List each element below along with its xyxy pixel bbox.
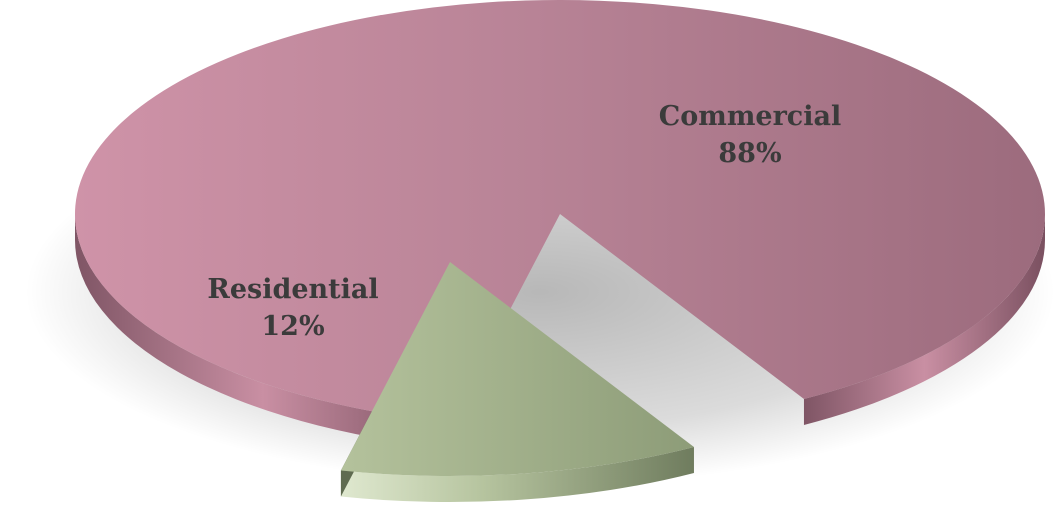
value-label-residential: 12% xyxy=(261,311,324,342)
label-commercial: Commercial xyxy=(659,101,842,132)
pie-labels: Commercial 88% Residential 12% xyxy=(207,101,841,342)
pie-slice-commercial xyxy=(75,0,1045,423)
pie-slice-side-commercial-1 xyxy=(803,214,1045,425)
value-label-commercial: 88% xyxy=(718,138,781,169)
pie-slice-side-residential xyxy=(340,446,694,502)
pie-tops xyxy=(75,0,1045,476)
pie-slice-residential xyxy=(340,262,694,476)
label-residential: Residential xyxy=(207,274,378,305)
